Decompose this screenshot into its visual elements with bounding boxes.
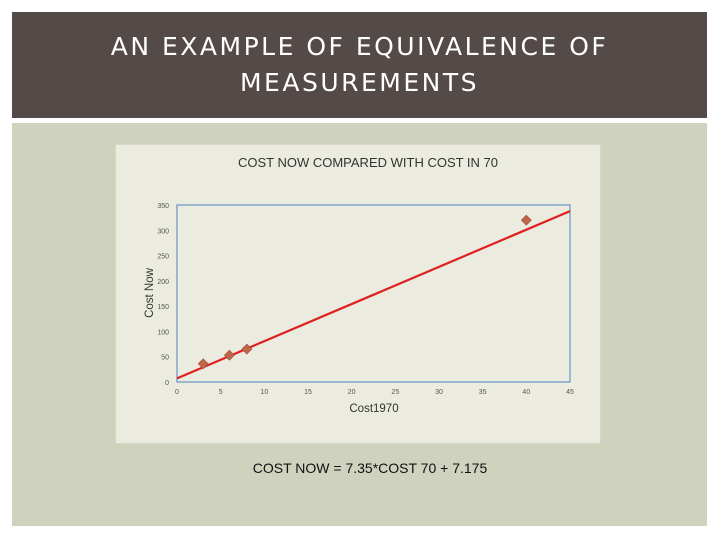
y-tick-label: 100	[157, 329, 169, 336]
x-tick-label: 25	[391, 389, 399, 396]
y-tick-label: 200	[157, 279, 169, 286]
y-tick-label: 0	[165, 380, 169, 387]
y-axis-label: Cost Now	[144, 267, 156, 318]
x-axis-label: Cost1970	[349, 403, 398, 415]
data-point	[223, 349, 235, 361]
y-tick-label: 350	[157, 203, 169, 210]
chart-title: COST NOW COMPARED WITH COST IN 70	[238, 155, 498, 170]
trendline	[176, 210, 571, 380]
title-band: AN EXAMPLE OF EQUIVALENCE OF MEASUREMENT…	[12, 12, 707, 118]
data-point	[197, 358, 209, 370]
x-tick-label: 5	[219, 389, 223, 396]
y-tick-label: 150	[157, 304, 169, 311]
data-point	[241, 343, 253, 355]
y-tick-label: 300	[157, 228, 169, 235]
slide-title: AN EXAMPLE OF EQUIVALENCE OF MEASUREMENT…	[110, 32, 609, 97]
x-tick-label: 20	[348, 389, 356, 396]
y-tick-label: 250	[157, 254, 169, 261]
plot-area-border	[176, 204, 571, 383]
x-tick-label: 10	[260, 389, 268, 396]
plot-layer: 0 50 100 150 200 250 300 350 0 5 10 15 20 25 30 35 40 45	[157, 203, 574, 396]
x-tick-label: 40	[522, 389, 530, 396]
x-tick-label: 0	[175, 389, 179, 396]
x-tick-label: 35	[479, 389, 487, 396]
y-tick-label: 50	[161, 355, 169, 362]
x-tick-label: 30	[435, 389, 443, 396]
chart-card: COST NOW COMPARED WITH COST IN 70 0 50 100…	[115, 144, 601, 444]
regression-equation: COST NOW = 7.35*COST 70 + 7.175	[252, 460, 488, 476]
x-tick-label: 45	[566, 389, 574, 396]
x-tick-label: 15	[304, 389, 312, 396]
scatter-chart: COST NOW COMPARED WITH COST IN 70 050100…	[144, 155, 574, 415]
data-point	[520, 214, 532, 226]
